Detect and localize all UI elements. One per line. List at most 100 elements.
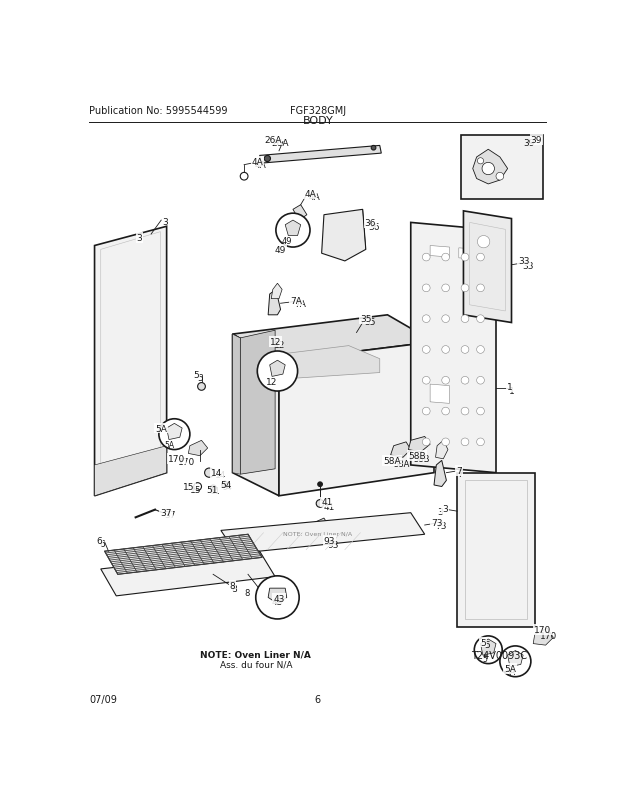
Polygon shape (94, 446, 167, 496)
Text: NOTE: Oven Liner N/A: NOTE: Oven Liner N/A (283, 531, 352, 536)
Circle shape (318, 482, 322, 487)
Text: 54: 54 (221, 480, 232, 489)
Text: Ass. du four N/A: Ass. du four N/A (219, 659, 292, 668)
Polygon shape (221, 513, 425, 554)
Circle shape (496, 173, 503, 180)
Circle shape (422, 439, 430, 446)
Circle shape (477, 237, 490, 249)
Text: 5: 5 (193, 371, 199, 379)
Polygon shape (461, 136, 542, 200)
Circle shape (193, 483, 202, 491)
Polygon shape (241, 330, 275, 475)
Circle shape (422, 285, 430, 293)
Text: 41: 41 (321, 498, 333, 507)
Polygon shape (391, 443, 410, 458)
Text: 39: 39 (523, 139, 534, 148)
Polygon shape (480, 639, 496, 655)
Text: 58B: 58B (408, 452, 426, 460)
Polygon shape (100, 552, 275, 596)
Text: 07/09: 07/09 (89, 694, 117, 704)
Text: 73: 73 (435, 521, 447, 530)
Polygon shape (312, 518, 329, 533)
Text: 8: 8 (231, 585, 237, 593)
Polygon shape (533, 629, 554, 646)
Text: 170: 170 (534, 626, 551, 634)
Circle shape (422, 407, 430, 415)
Polygon shape (434, 461, 446, 487)
Text: 14: 14 (216, 471, 227, 480)
Circle shape (461, 285, 469, 293)
Text: 4A: 4A (254, 161, 266, 170)
Polygon shape (472, 150, 508, 184)
Text: 15: 15 (184, 483, 195, 492)
Text: 49: 49 (281, 237, 292, 246)
Polygon shape (458, 473, 534, 627)
Text: 4A: 4A (252, 158, 263, 167)
Polygon shape (94, 227, 167, 496)
Polygon shape (409, 437, 430, 452)
Circle shape (422, 315, 430, 323)
Text: Publication No: 5995544599: Publication No: 5995544599 (89, 106, 228, 115)
Text: 5: 5 (484, 640, 490, 649)
Circle shape (461, 377, 469, 385)
Text: 5A: 5A (155, 424, 167, 433)
Circle shape (477, 254, 484, 261)
Text: T24V0093C: T24V0093C (471, 650, 527, 660)
Circle shape (441, 285, 450, 293)
Polygon shape (232, 334, 279, 496)
Polygon shape (232, 315, 434, 362)
Circle shape (241, 173, 248, 180)
Text: 3: 3 (442, 504, 448, 514)
Text: 7A: 7A (290, 297, 302, 306)
Circle shape (477, 407, 484, 415)
Circle shape (477, 377, 484, 385)
Text: 8: 8 (244, 589, 249, 597)
Text: 54: 54 (223, 482, 232, 492)
Text: 3: 3 (437, 508, 443, 516)
Text: 33: 33 (522, 261, 534, 270)
Text: 7: 7 (458, 469, 463, 478)
Polygon shape (232, 334, 241, 475)
Polygon shape (508, 650, 523, 667)
Polygon shape (286, 346, 379, 379)
Text: 35: 35 (365, 318, 376, 326)
Text: 26A: 26A (264, 136, 281, 144)
Polygon shape (188, 441, 208, 456)
Circle shape (222, 481, 228, 488)
Circle shape (441, 315, 450, 323)
Circle shape (276, 214, 310, 248)
Text: FGF328GMJ: FGF328GMJ (290, 106, 346, 115)
Text: 5: 5 (480, 638, 485, 646)
Circle shape (482, 163, 495, 176)
Circle shape (205, 468, 214, 478)
Text: 5A: 5A (504, 664, 516, 673)
Text: 37: 37 (164, 510, 176, 519)
Text: 39: 39 (531, 136, 542, 144)
Circle shape (461, 439, 469, 446)
Circle shape (264, 156, 270, 162)
Text: 7A: 7A (294, 300, 306, 309)
Text: 1: 1 (507, 383, 513, 391)
Circle shape (461, 346, 469, 354)
Text: eReplacementParts.com: eReplacementParts.com (241, 420, 394, 433)
Circle shape (256, 576, 299, 619)
Polygon shape (285, 221, 301, 237)
Polygon shape (270, 361, 285, 377)
Circle shape (477, 159, 484, 164)
Text: 93: 93 (327, 541, 339, 549)
Circle shape (461, 407, 469, 415)
Circle shape (441, 407, 450, 415)
Circle shape (441, 346, 450, 354)
Text: NOTE: Oven Liner N/A: NOTE: Oven Liner N/A (200, 650, 311, 659)
Circle shape (477, 439, 484, 446)
Circle shape (422, 254, 430, 261)
Polygon shape (272, 284, 282, 299)
Text: 12: 12 (265, 378, 277, 387)
Text: 58A: 58A (394, 460, 410, 468)
Circle shape (461, 315, 469, 323)
Polygon shape (459, 249, 479, 260)
Polygon shape (260, 146, 381, 164)
Polygon shape (322, 210, 366, 261)
Circle shape (441, 439, 450, 446)
Circle shape (500, 646, 531, 677)
